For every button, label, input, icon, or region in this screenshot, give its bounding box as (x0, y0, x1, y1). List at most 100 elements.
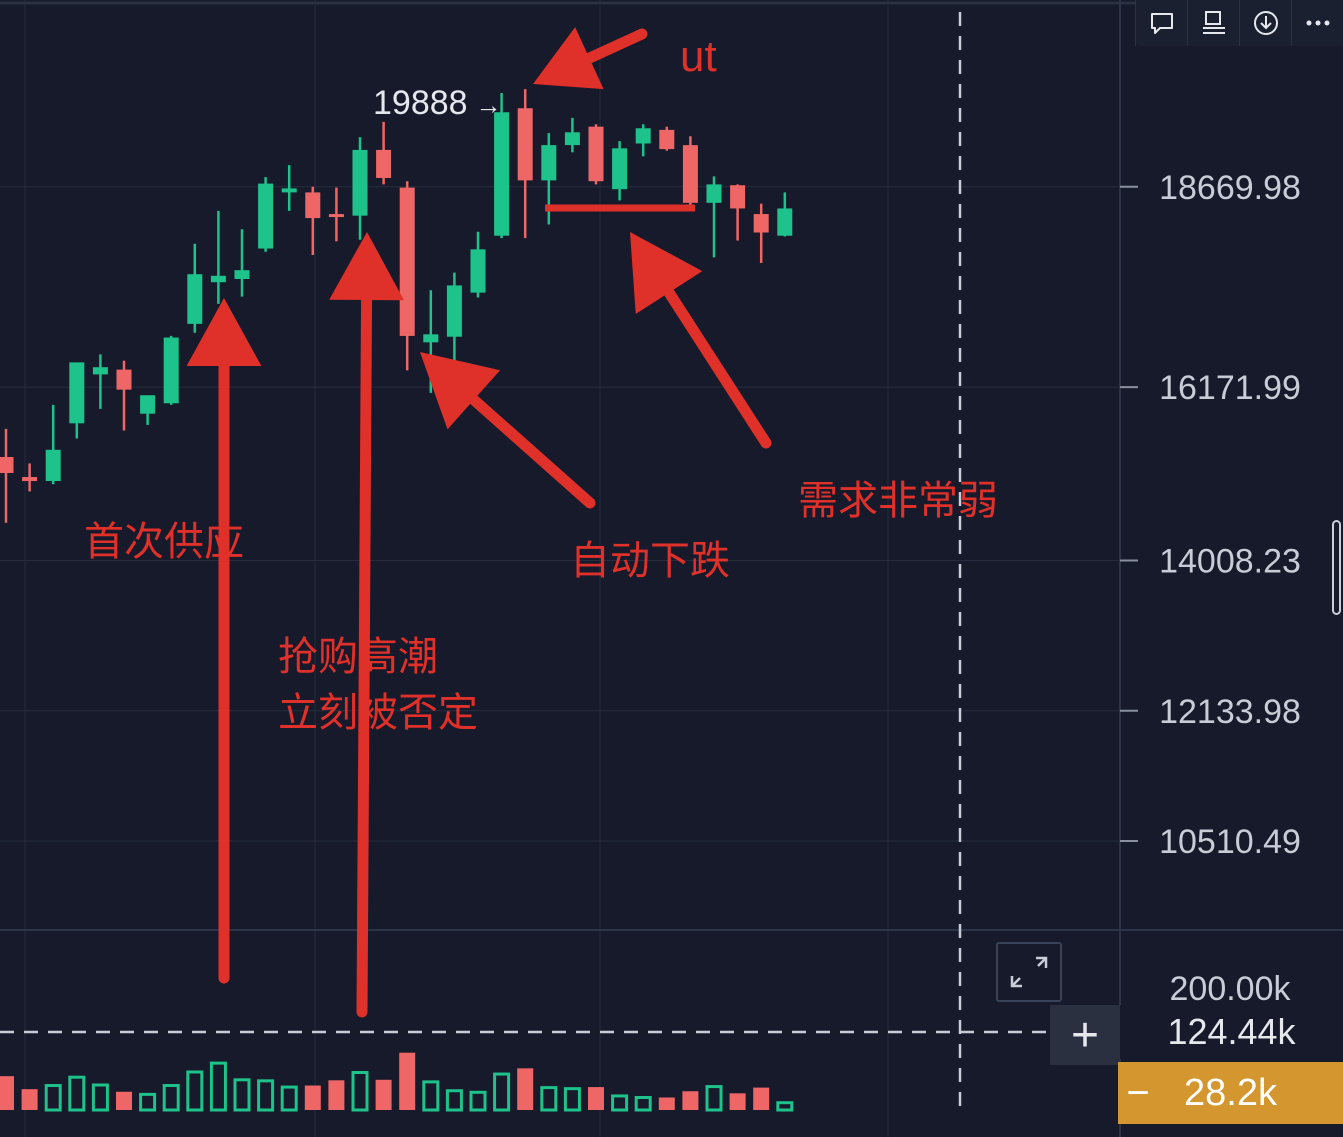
candle-body-28 (659, 129, 675, 150)
candle-body-19 (446, 285, 462, 337)
volume-bar-2 (44, 1084, 62, 1112)
candle-body-4 (92, 367, 108, 375)
crosshair (0, 12, 1050, 1110)
grid (0, 0, 1135, 1137)
candle-body-0 (0, 456, 14, 474)
candle-body-3 (69, 362, 85, 424)
volume-bar-19 (445, 1089, 463, 1112)
drawings (186, 27, 772, 1018)
candle-body-10 (234, 270, 250, 279)
download-icon (1253, 11, 1278, 35)
arrow-ut-shaft (583, 28, 648, 64)
candle-body-17 (399, 187, 415, 336)
candle-body-1 (22, 477, 38, 482)
current-volume-value: 28.2k (1184, 1071, 1277, 1114)
candle-body-30 (706, 184, 722, 203)
volume-bar-27 (634, 1096, 652, 1112)
volume-bar-12 (280, 1085, 298, 1112)
arrow-right-icon: → (475, 90, 502, 120)
volume-bar-14 (328, 1080, 345, 1110)
volume-bar-13 (304, 1085, 321, 1110)
annotation-buying-climax-line1: 抢购高潮 (278, 634, 438, 680)
add-button[interactable]: + (1050, 1005, 1120, 1065)
more-button[interactable] (1291, 0, 1343, 46)
layout-icon (1202, 11, 1225, 34)
volume-bar-0 (0, 1076, 14, 1110)
candle-body-24 (564, 132, 580, 146)
current-volume-badge: − 28.2k (1118, 1062, 1343, 1124)
volume-bars (0, 1052, 794, 1112)
price-tick-label-3: 12133.98 (1159, 693, 1301, 731)
volume-tick-label-0: 200.00k (1170, 970, 1292, 1008)
minus-button[interactable]: − (1126, 1070, 1150, 1115)
volume-bar-32 (753, 1087, 770, 1110)
candle-body-29 (682, 145, 698, 203)
volume-bar-11 (257, 1079, 275, 1112)
candle-body-14 (328, 214, 344, 218)
volume-bar-4 (91, 1083, 109, 1112)
arrow-ut-head (533, 27, 604, 90)
volume-bar-28 (658, 1097, 675, 1110)
volume-bar-18 (422, 1080, 440, 1112)
candle-body-8 (187, 274, 203, 324)
volume-bar-22 (517, 1068, 534, 1110)
high-marker-value: 19888 (373, 84, 468, 122)
volume-bar-7 (162, 1084, 180, 1112)
candle-body-26 (612, 148, 628, 190)
volume-line-label: 124.44k (1120, 1005, 1343, 1059)
candle-body-21 (494, 112, 510, 236)
volume-bar-10 (233, 1078, 251, 1112)
candle-body-15 (352, 149, 368, 216)
candle-body-5 (116, 369, 132, 390)
candle-body-25 (588, 126, 604, 182)
expand-icon (1010, 956, 1048, 988)
annotation-ut: ut (680, 32, 717, 81)
annotation-first-supply: 首次供应 (84, 519, 244, 565)
candle-body-20 (470, 249, 486, 293)
volume-bar-23 (540, 1086, 558, 1112)
volume-bar-31 (729, 1093, 746, 1110)
volume-bar-26 (611, 1094, 629, 1112)
volume-bar-33 (776, 1101, 794, 1112)
volume-bar-8 (186, 1070, 204, 1112)
comment-button[interactable] (1135, 0, 1187, 46)
arrow-buying-climax-shaft (356, 294, 373, 1018)
arrow-weak-demand-head (630, 232, 703, 314)
volume-bar-30 (705, 1085, 723, 1112)
candle-body-18 (423, 334, 439, 343)
volume-bar-29 (682, 1091, 699, 1110)
annotation-weak-demand: 需求非常弱 (798, 478, 998, 524)
volume-bar-20 (469, 1090, 487, 1112)
candle-body-11 (258, 183, 274, 249)
price-tick-label-0: 18669.98 (1159, 169, 1301, 207)
annotation-auto-fall: 自动下跌 (570, 538, 730, 584)
volume-bar-9 (209, 1061, 227, 1112)
volume-bar-3 (68, 1075, 86, 1112)
volume-bar-16 (375, 1079, 392, 1110)
layout-button[interactable] (1187, 0, 1239, 46)
candle-body-12 (281, 188, 297, 193)
price-tick-label-1: 16171.99 (1159, 369, 1301, 407)
candle-body-27 (635, 128, 651, 144)
candle-body-13 (305, 192, 321, 219)
fullscreen-button[interactable] (996, 942, 1062, 1002)
download-button[interactable] (1239, 0, 1291, 46)
candle-body-6 (140, 395, 156, 414)
volume-bar-1 (21, 1089, 38, 1110)
candle-body-23 (541, 145, 557, 181)
volume-bar-15 (351, 1071, 369, 1112)
price-tick-label-2: 14008.23 (1159, 543, 1301, 581)
arrow-auto-fall-head (420, 352, 501, 430)
arrow-weak-demand-shaft (663, 287, 772, 449)
candle-body-32 (753, 214, 769, 233)
candle-body-33 (777, 208, 793, 236)
arrow-auto-fall-shaft (468, 394, 596, 509)
arrow-buying-climax-head (329, 232, 404, 301)
candle-body-7 (163, 337, 179, 404)
price-scale-handle[interactable] (1332, 520, 1341, 615)
annotation-buying-climax-line2: 立刻被否定 (278, 690, 478, 736)
volume-bar-6 (139, 1092, 157, 1112)
candle-body-2 (45, 449, 61, 482)
candle-body-31 (730, 185, 746, 209)
